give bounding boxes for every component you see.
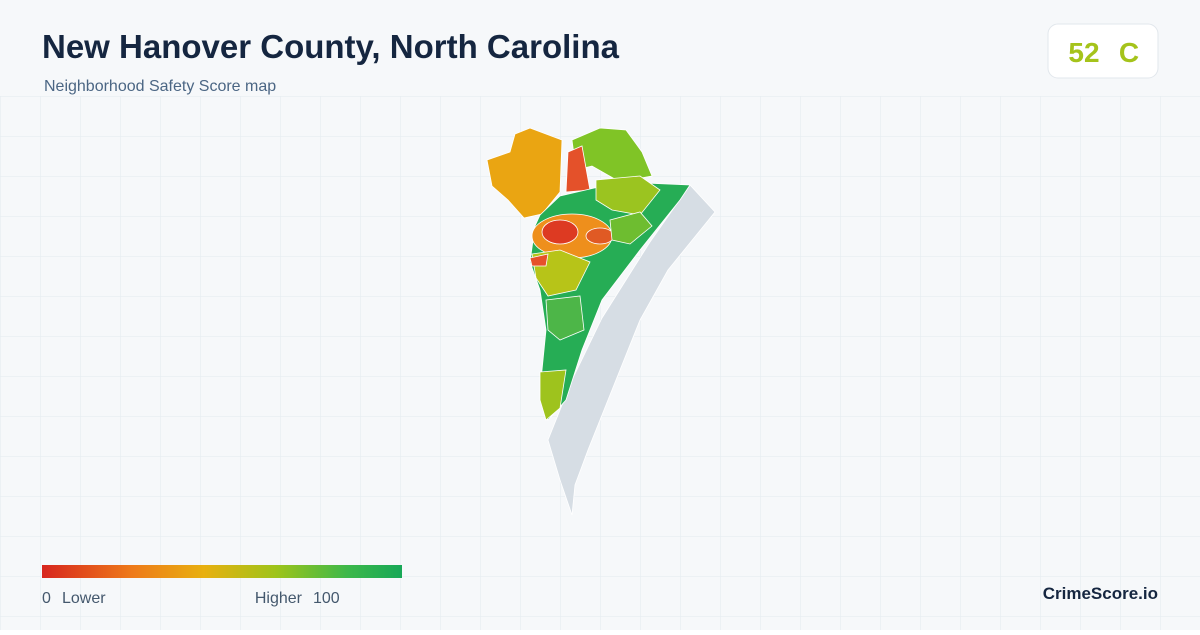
county-map — [486, 127, 716, 516]
score-value: 52 — [1068, 37, 1099, 68]
legend-min: 0 — [42, 590, 51, 607]
subtitle: Neighborhood Safety Score map — [44, 78, 276, 95]
region — [609, 211, 653, 245]
title: New Hanover County, North Carolina — [42, 28, 620, 65]
beach-area — [547, 184, 716, 516]
region — [545, 295, 585, 341]
region — [539, 369, 567, 421]
legend-max: 100 — [313, 590, 340, 607]
legend-scale — [42, 565, 402, 578]
region — [541, 219, 579, 245]
score-badge — [1047, 23, 1159, 79]
legend-max-label: Higher — [255, 590, 303, 607]
legend-min-label: Lower — [62, 590, 106, 607]
region — [585, 227, 615, 245]
brand: CrimeScore.io — [1043, 584, 1158, 603]
region — [486, 127, 563, 219]
score-grade: C — [1119, 37, 1139, 68]
region — [529, 253, 549, 267]
